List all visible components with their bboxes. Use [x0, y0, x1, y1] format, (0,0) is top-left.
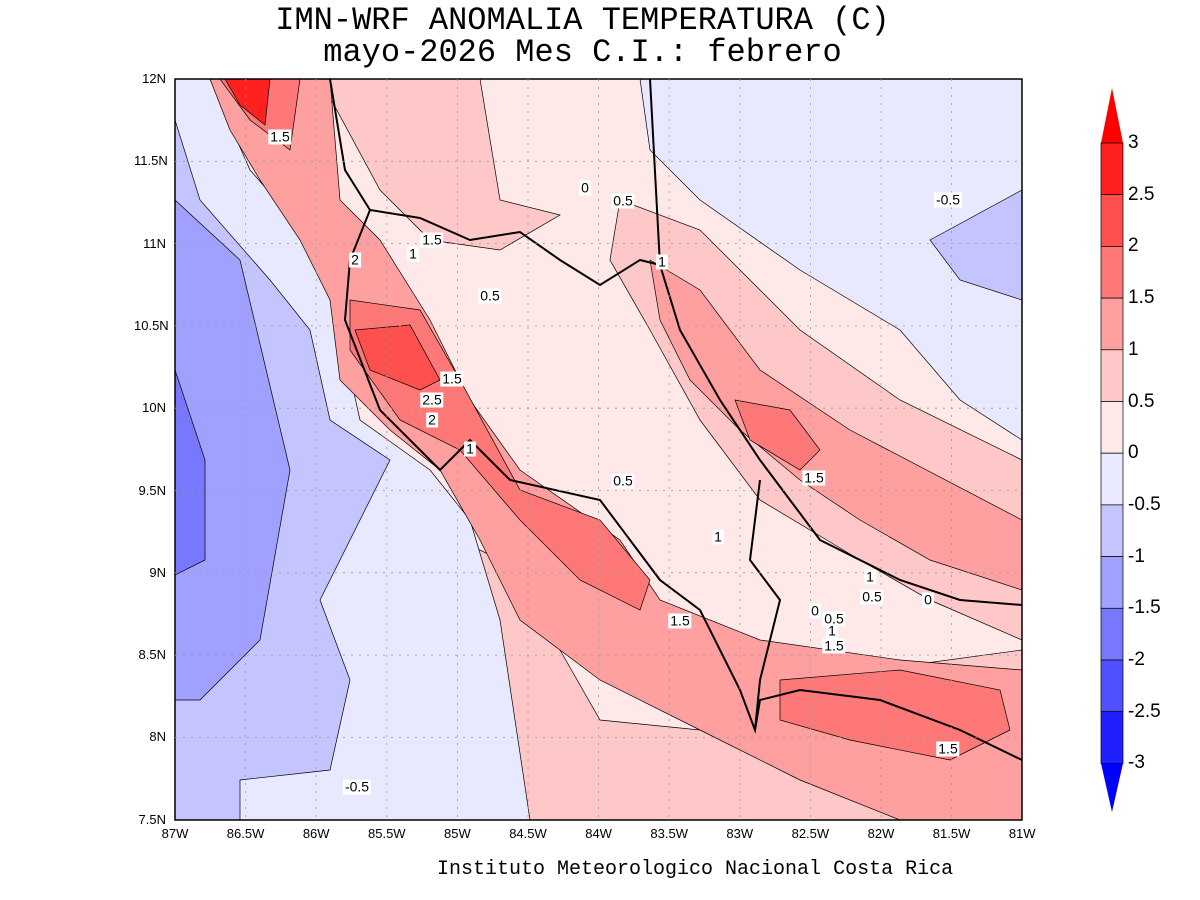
coastline-pacific — [343, 209, 1022, 761]
colorbar-label: 2.5 — [1128, 183, 1155, 205]
colorbar-label: -1 — [1128, 545, 1145, 567]
colorbar-swatch — [1100, 452, 1124, 506]
contour-label: 1 — [407, 245, 419, 262]
lon-tick-label: 81.5W — [932, 826, 971, 841]
lon-tick-label: 83W — [726, 826, 754, 841]
lat-tick-label: 8N — [149, 729, 166, 745]
colorbar-label: -0.5 — [1128, 493, 1161, 515]
band-neg1.5-neg1 — [175, 199, 291, 701]
colorbar-label: 1 — [1128, 338, 1139, 360]
contour-label: -0.5 — [933, 191, 963, 208]
lat-tick-label: 10.5N — [134, 317, 169, 333]
lat-tick-label: 11.5N — [134, 153, 168, 169]
contour-label: 1 — [864, 568, 876, 585]
colorbar-label: -2 — [1128, 649, 1145, 670]
contour-label: 1.5 — [440, 370, 464, 387]
colorbar-swatch — [1100, 659, 1124, 713]
colorbar-swatch — [1100, 504, 1124, 557]
band-2.5-3 — [224, 79, 271, 126]
lat-tick-label: 12N — [142, 71, 166, 86]
colorbar-label: 0.5 — [1128, 390, 1155, 412]
lon-tick-label: 86.5W — [226, 826, 265, 841]
lon-tick-label: 84.5W — [509, 826, 547, 841]
lat-tick-label: 11N — [143, 235, 166, 251]
contour-label: 0.5 — [611, 472, 635, 489]
lon-tick-label: 85W — [444, 826, 471, 841]
coastline — [329, 79, 662, 287]
band-0.5-1-north — [319, 79, 561, 251]
band-neg0.5-0-ne — [639, 79, 1022, 441]
contour-label: 1.5 — [268, 128, 292, 145]
contour-label: 0.5 — [860, 588, 884, 605]
colorbar-swatch — [1100, 711, 1124, 764]
colorbar-swatch — [1100, 142, 1124, 196]
lat-tick-label: 9N — [149, 564, 166, 580]
colorbar-label: -2.5 — [1128, 700, 1161, 722]
contour-label: 0 — [809, 602, 821, 619]
colorbar-label: -1.5 — [1128, 597, 1161, 619]
colorbar-swatch — [1100, 556, 1124, 609]
contour-label: 0.5 — [478, 287, 502, 304]
band-neg2-neg1.5 — [175, 369, 206, 576]
colorbar-swatch — [1100, 194, 1124, 247]
colorbar-label: 2 — [1128, 235, 1139, 257]
contour-label: 1.5 — [822, 637, 846, 654]
colorbar-label: -3 — [1128, 752, 1145, 774]
colorbar-label: 3 — [1128, 132, 1139, 153]
border-panama — [748, 479, 782, 731]
colorbar-label: 0 — [1128, 442, 1139, 464]
map-subtitle: mayo-2026 Mes C.I.: febrero — [323, 34, 842, 71]
map-title: IMN-WRF ANOMALIA TEMPERATURA (C) — [275, 2, 890, 39]
contour-label: 1.5 — [802, 469, 826, 486]
colorbar-swatch — [1100, 246, 1124, 299]
contour-label: 1 — [826, 622, 838, 639]
band-1.5-2-carib — [734, 399, 821, 471]
colorbar — [1100, 88, 1124, 812]
colorbar-swatch — [1100, 349, 1124, 402]
contour-label: 1 — [656, 253, 668, 270]
colorbar-min-arrow — [1101, 763, 1123, 812]
contour-label: 0.5 — [611, 192, 635, 209]
contour-label: 2.5 — [420, 391, 444, 408]
contour-label: -0.5 — [342, 778, 372, 795]
colorbar-max-arrow — [1101, 88, 1123, 143]
lat-tick-label: 10N — [142, 400, 166, 416]
lon-tick-label: 85.5W — [368, 826, 406, 841]
lon-tick-label: 83.5W — [650, 826, 688, 841]
lon-tick-label: 82.5W — [791, 826, 830, 841]
contour-label: 1.5 — [936, 740, 960, 757]
contour-label: 1 — [464, 440, 476, 457]
band-neg1-neg0.5-ne — [929, 189, 1022, 301]
colorbar-swatch — [1100, 401, 1124, 454]
colorbar-label: 1.5 — [1128, 287, 1155, 309]
band-1-1.5-carib — [649, 259, 1022, 591]
lon-tick-label: 87W — [161, 826, 189, 841]
contour-label: 1 — [712, 528, 724, 545]
contour-label: 2 — [349, 251, 361, 268]
contour-label: 1.5 — [668, 612, 692, 629]
lat-tick-label: 8.5N — [138, 647, 166, 663]
lon-tick-label: 86W — [302, 826, 330, 841]
credit-text: Instituto Meteorologico Nacional Costa R… — [437, 858, 954, 881]
contour-label: 0.5 — [822, 610, 846, 627]
contour-label: 0 — [922, 591, 934, 608]
colorbar-swatch — [1100, 607, 1124, 661]
coastline-caribbean — [659, 264, 1022, 606]
lon-tick-label: 82W — [867, 826, 895, 841]
contour-label: 1.5 — [420, 231, 444, 248]
contour-label: 0 — [579, 179, 591, 196]
lon-tick-label: 81W — [1008, 826, 1036, 841]
contour-label: 2 — [426, 411, 438, 428]
lon-tick-label: 84W — [585, 826, 612, 841]
lat-tick-label: 9.5N — [138, 482, 166, 498]
lat-tick-label: 7.5N — [138, 811, 166, 827]
colorbar-swatch — [1100, 297, 1124, 351]
